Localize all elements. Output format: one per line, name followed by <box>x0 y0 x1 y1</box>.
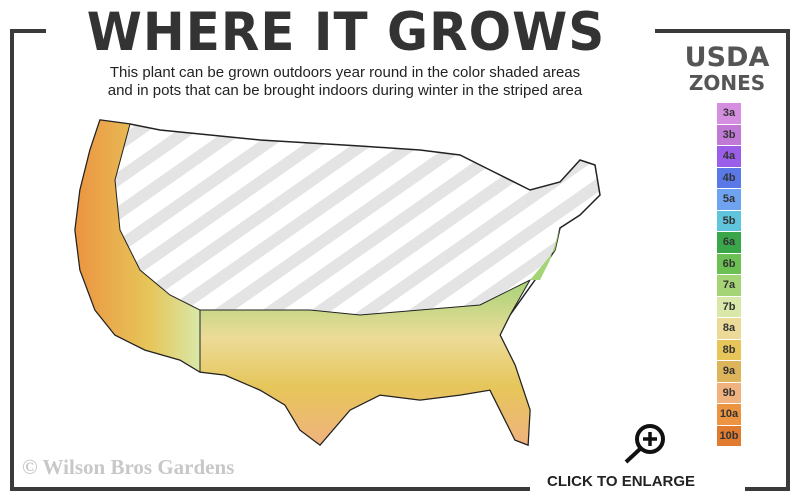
zone-swatch-8b: 8b <box>717 339 741 360</box>
frame-left <box>10 29 14 491</box>
zone-swatch-5a: 5a <box>717 189 741 210</box>
frame-right <box>786 29 790 491</box>
zone-swatch-8a: 8a <box>717 318 741 339</box>
zone-swatch-9a: 9a <box>717 361 741 382</box>
magnifier-plus-icon <box>624 424 665 464</box>
frame-bottom-left <box>10 487 530 491</box>
legend-title-line-2: ZONES <box>688 71 766 95</box>
click-to-enlarge-label: CLICK TO ENLARGE <box>547 473 696 490</box>
warm-zone-east-coast <box>530 228 560 280</box>
warm-zone-south <box>199 278 532 446</box>
zone-swatch-3b: 3b <box>717 124 741 145</box>
zone-swatch-6b: 6b <box>717 253 741 274</box>
copyright-watermark: © Wilson Bros Gardens <box>22 455 235 479</box>
zone-swatch-3a: 3a <box>717 103 741 124</box>
frame-bottom-right <box>745 487 790 491</box>
zone-swatch-7b: 7b <box>717 296 741 317</box>
us-zone-map[interactable] <box>60 110 620 455</box>
subtitle-line-2: and in pots that can be brought indoors … <box>107 82 583 99</box>
zone-swatch-5b: 5b <box>717 210 741 231</box>
warm-zone-west <box>74 119 201 373</box>
zone-swatch-10b: 10b <box>717 425 741 446</box>
legend-title-line-1: USDA <box>684 42 770 73</box>
subtitle: This plant can be grown outdoors year ro… <box>40 64 650 100</box>
subtitle-line-1: This plant can be grown outdoors year ro… <box>109 64 581 81</box>
zone-swatch-7a: 7a <box>717 275 741 296</box>
zone-swatch-4b: 4b <box>717 167 741 188</box>
frame-top-left <box>10 29 46 33</box>
zone-swatch-6a: 6a <box>717 232 741 253</box>
click-to-enlarge-button[interactable]: CLICK TO ENLARGE <box>535 420 735 495</box>
zone-swatch-10a: 10a <box>717 404 741 425</box>
zone-swatch-4a: 4a <box>717 146 741 167</box>
frame-top-right <box>655 29 790 33</box>
zone-swatch-9b: 9b <box>717 382 741 403</box>
page-title: WHERE IT GROWS <box>86 1 606 63</box>
legend-title: USDA ZONES <box>672 42 782 95</box>
zone-legend: 3a 3b 4a 4b 5a 5b 6a 6b 7a 7b 8a 8b 9a 9b 10a 10b <box>717 103 741 447</box>
